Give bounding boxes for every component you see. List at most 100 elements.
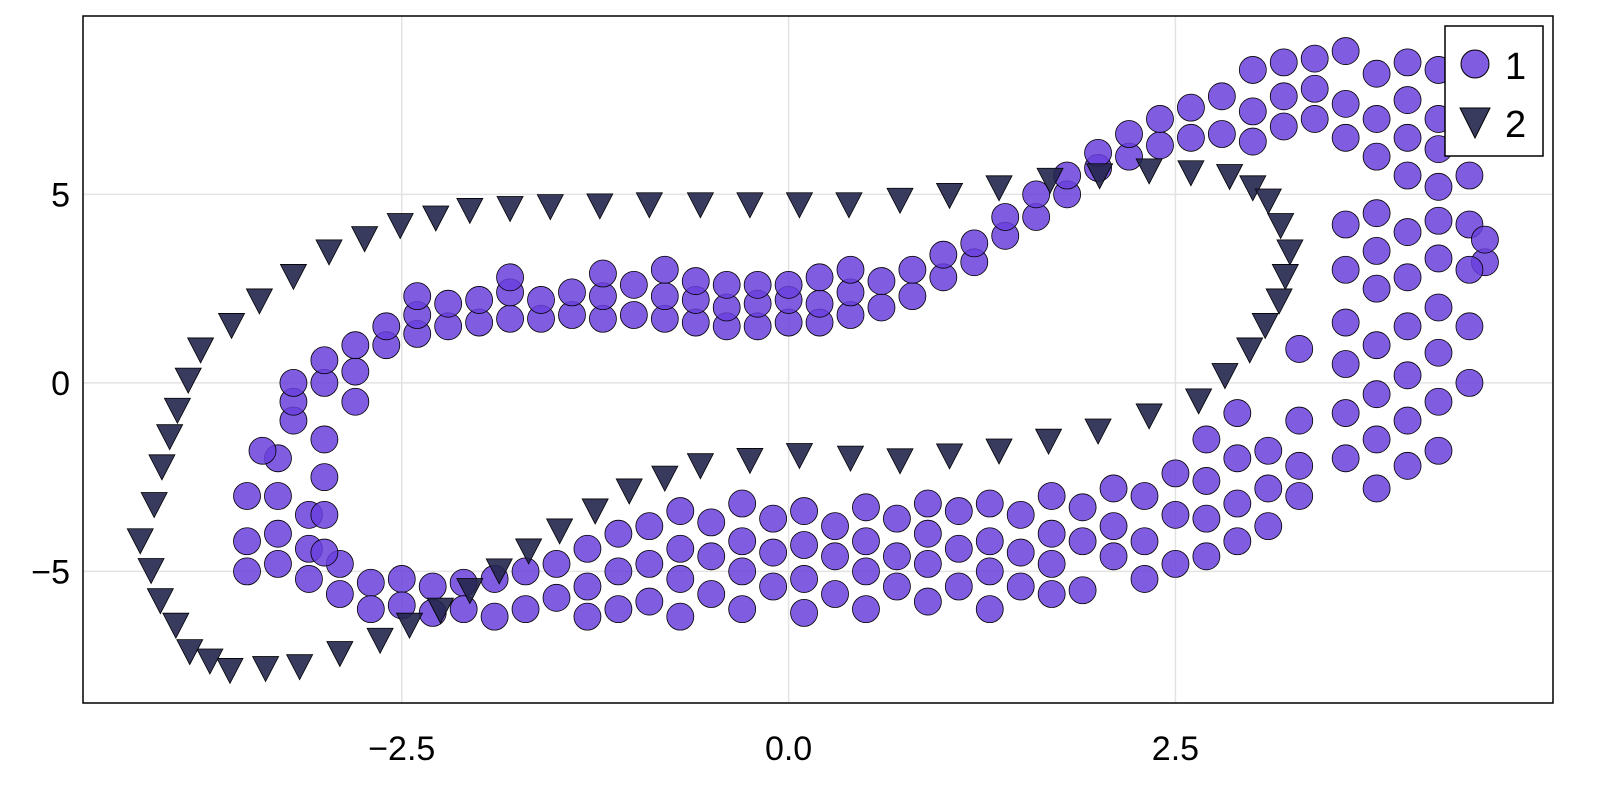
circle-point: [1037, 549, 1066, 578]
circle-point: [1393, 86, 1422, 114]
circle-point: [821, 542, 849, 571]
triangle-point: [1276, 239, 1304, 266]
circle-point: [1424, 338, 1453, 367]
triangle-point: [326, 641, 354, 668]
circle-point: [1393, 123, 1422, 152]
triangle-point: [422, 205, 450, 232]
x-tick-label: −2.5: [368, 730, 435, 768]
triangle-point: [176, 639, 204, 666]
triangle-point: [245, 288, 274, 315]
circle-point: [1099, 474, 1128, 503]
triangle-point: [635, 192, 663, 219]
circle-point: [728, 557, 757, 586]
circle-point: [1238, 97, 1267, 126]
triangle-point: [386, 213, 414, 240]
triangle-point: [615, 478, 643, 505]
legend-triangle-marker: [1459, 107, 1491, 140]
circle-point: [666, 497, 695, 525]
triangle-point: [251, 656, 280, 683]
circle-point: [264, 549, 292, 578]
circle-point: [1006, 538, 1035, 567]
y-tick-label: 5: [51, 176, 70, 214]
circle-point: [944, 572, 973, 601]
triangle-point: [395, 612, 424, 640]
circle-point: [310, 500, 339, 529]
circle-point: [805, 263, 834, 292]
circle-point: [944, 497, 973, 525]
circle-point: [697, 580, 726, 608]
triangle-point: [279, 264, 308, 291]
circle-point: [619, 270, 648, 299]
triangle-point: [1239, 175, 1267, 202]
triangle-point: [886, 448, 914, 475]
circle-point: [975, 595, 1004, 624]
circle-point: [975, 489, 1004, 518]
circle-point: [264, 519, 292, 548]
circle-point: [650, 255, 679, 284]
circle-point: [573, 572, 602, 601]
circle-point: [1455, 161, 1484, 190]
circle-point: [1362, 59, 1391, 88]
circle-point: [1362, 380, 1391, 409]
circle-point: [650, 282, 679, 311]
circle-point: [1238, 56, 1267, 84]
circle-point: [1331, 350, 1360, 378]
circle-point: [1068, 527, 1097, 556]
circle-point: [418, 572, 447, 601]
x-tick-label: 0.0: [765, 730, 812, 768]
circle-point: [1424, 206, 1453, 235]
circle-point: [944, 534, 973, 563]
circle-point: [1285, 451, 1314, 480]
triangle-point: [216, 658, 244, 685]
circle-point: [1393, 451, 1422, 480]
triangle-point: [456, 198, 484, 225]
circle-point: [1099, 542, 1128, 571]
circle-point: [372, 312, 401, 341]
circle-point: [1331, 123, 1360, 152]
circle-point: [759, 504, 788, 533]
x-axis: −2.5 0.0 2.5: [368, 730, 1199, 768]
circle-point: [542, 549, 571, 578]
circle-point: [542, 583, 571, 612]
circle-point: [356, 595, 385, 624]
triangle-point: [162, 612, 190, 640]
circle-point: [728, 489, 757, 518]
circle-point: [1223, 399, 1252, 427]
circle-point: [1037, 519, 1066, 548]
circle-point: [356, 568, 385, 597]
triangle-point: [1265, 288, 1293, 315]
circle-point: [975, 557, 1004, 586]
triangle-point: [1085, 163, 1114, 190]
triangle-point: [1177, 160, 1205, 187]
circle-point: [728, 527, 757, 556]
triangle-point: [581, 498, 609, 525]
circle-point: [573, 602, 602, 631]
circle-point: [604, 557, 633, 586]
triangle-point: [1254, 188, 1282, 215]
circle-point: [310, 346, 339, 375]
circle-point: [1300, 105, 1329, 133]
circle-point: [1424, 293, 1453, 322]
triangle-point: [174, 367, 202, 394]
circle-point: [1285, 335, 1314, 363]
triangle-point: [366, 627, 394, 655]
circle-point: [1393, 361, 1422, 390]
triangle-point: [146, 588, 175, 615]
circle-point: [1362, 474, 1391, 503]
circle-point: [527, 286, 555, 314]
legend: 1 2: [1444, 25, 1544, 157]
triangle-point: [1036, 167, 1064, 195]
circle-point: [1223, 444, 1252, 473]
circle-point: [1362, 105, 1391, 133]
circle-point: [341, 331, 370, 360]
triangle-point: [785, 192, 814, 219]
circle-point: [1207, 120, 1236, 148]
triangle-point: [196, 648, 224, 675]
circle-point: [1362, 142, 1391, 171]
circle-point: [728, 595, 757, 624]
circle-point: [852, 493, 880, 522]
circle-point: [604, 519, 633, 548]
circle-point: [341, 357, 370, 386]
circle-point: [310, 463, 339, 492]
circle-point: [1223, 527, 1252, 556]
